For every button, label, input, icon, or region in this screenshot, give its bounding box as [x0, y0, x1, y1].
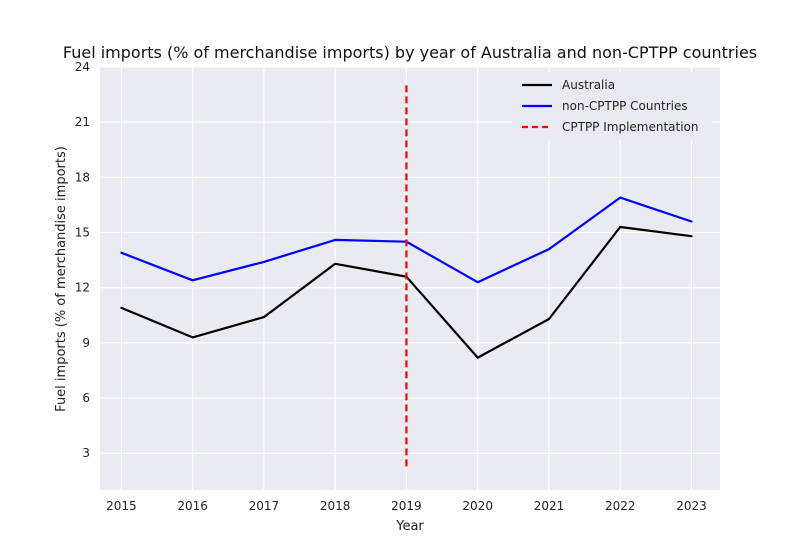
- data-point-australia: [119, 305, 124, 310]
- data-point-australia: [261, 315, 266, 320]
- data-point-non-cptpp-countries: [333, 237, 338, 242]
- x-tick-label: 2021: [534, 499, 565, 513]
- chart-title: Fuel imports (% of merchandise imports) …: [63, 43, 757, 62]
- data-point-non-cptpp-countries: [190, 278, 195, 283]
- data-point-non-cptpp-countries: [689, 219, 694, 224]
- data-point-non-cptpp-countries: [261, 259, 266, 264]
- x-tick-label: 2023: [676, 499, 707, 513]
- y-axis-title: Fuel imports (% of merchandise imports): [54, 146, 69, 412]
- x-axis-ticks: 2015 2016 2017 2018 2019 2020 2021 2022 2023: [106, 499, 707, 513]
- data-point-non-cptpp-countries: [618, 195, 623, 200]
- x-tick-label: 2022: [605, 499, 636, 513]
- x-tick-label: 2020: [462, 499, 493, 513]
- x-tick-label: 2016: [177, 499, 208, 513]
- data-point-australia: [689, 234, 694, 239]
- x-tick-label: 2015: [106, 499, 137, 513]
- x-axis-title: Year: [395, 519, 424, 534]
- y-tick-label: 18: [75, 170, 90, 184]
- data-point-australia: [475, 355, 480, 360]
- y-tick-label: 9: [82, 336, 90, 350]
- data-point-non-cptpp-countries: [119, 250, 124, 255]
- data-point-australia: [333, 261, 338, 266]
- legend-label-non-cptpp-countries: non-CPTPP Countries: [562, 99, 688, 113]
- y-tick-label: 15: [75, 226, 90, 240]
- legend-label-australia: Australia: [562, 78, 615, 92]
- y-tick-label: 21: [75, 115, 90, 129]
- y-tick-label: 12: [75, 281, 90, 295]
- y-axis-ticks: 3 6 9 12 15 18 21 24: [75, 60, 90, 460]
- data-point-non-cptpp-countries: [475, 280, 480, 285]
- data-point-australia: [618, 225, 623, 230]
- y-tick-label: 3: [82, 446, 90, 460]
- x-tick-label: 2019: [391, 499, 422, 513]
- data-point-australia: [190, 335, 195, 340]
- y-tick-label: 6: [82, 391, 90, 405]
- data-point-non-cptpp-countries: [546, 247, 551, 252]
- legend-label-cptpp-implementation: CPTPP Implementation: [562, 120, 699, 134]
- x-tick-label: 2018: [320, 499, 351, 513]
- y-tick-label: 24: [75, 60, 90, 74]
- x-tick-label: 2017: [249, 499, 280, 513]
- legend: Australia non-CPTPP Countries CPTPP Implem…: [512, 72, 712, 140]
- data-point-australia: [546, 316, 551, 321]
